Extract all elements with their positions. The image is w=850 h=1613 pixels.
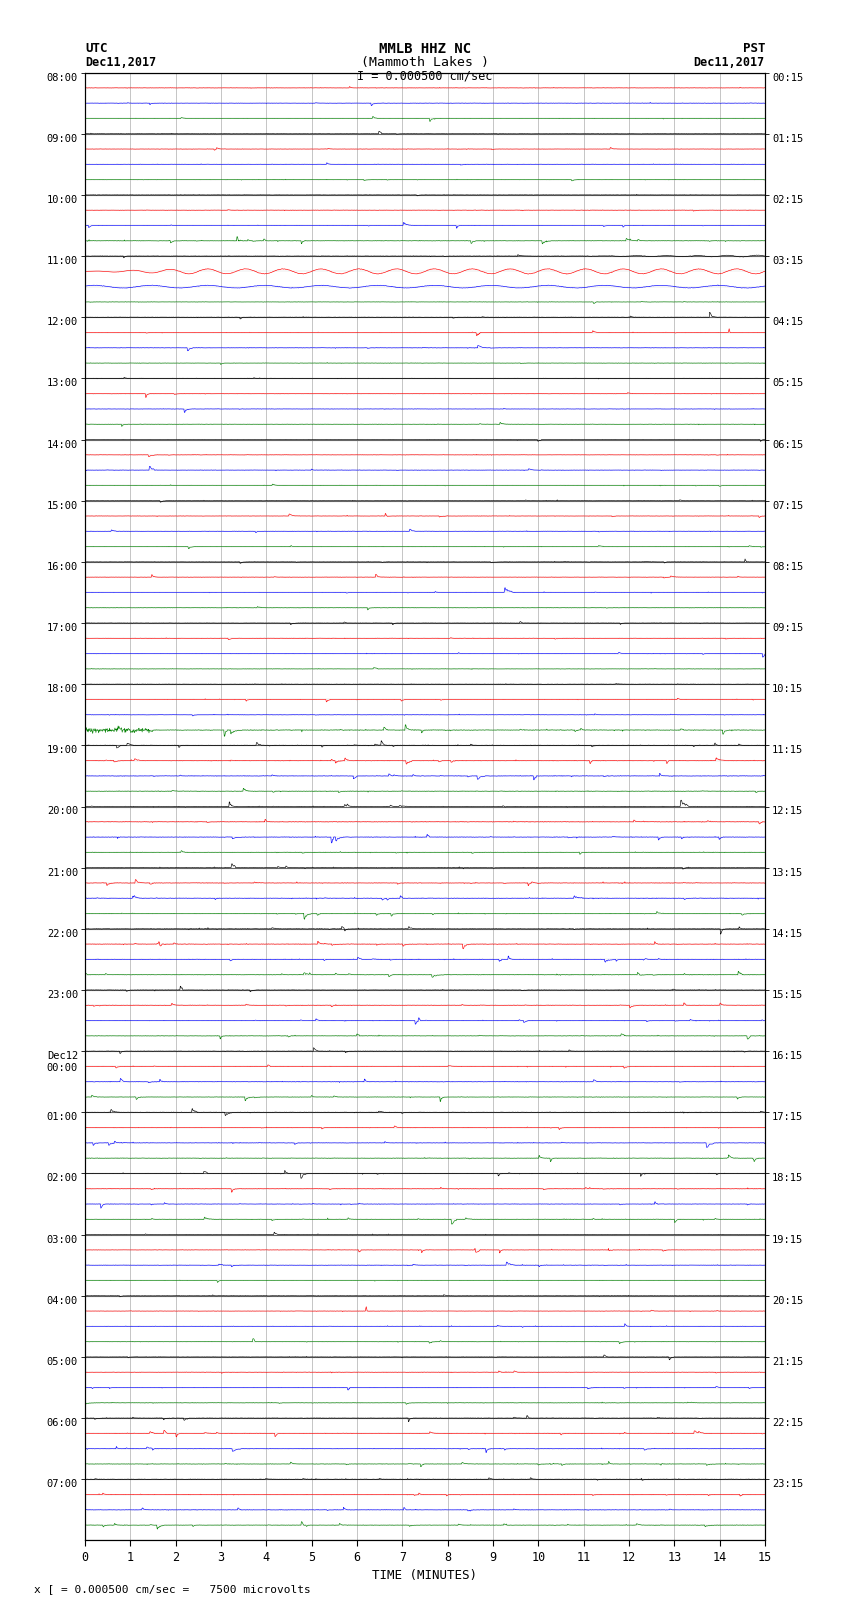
Text: MMLB HHZ NC: MMLB HHZ NC [379, 42, 471, 56]
X-axis label: TIME (MINUTES): TIME (MINUTES) [372, 1569, 478, 1582]
Text: Dec11,2017: Dec11,2017 [85, 56, 156, 69]
Text: I = 0.000500 cm/sec: I = 0.000500 cm/sec [357, 69, 493, 82]
Text: Dec11,2017: Dec11,2017 [694, 56, 765, 69]
Text: x [ = 0.000500 cm/sec =   7500 microvolts: x [ = 0.000500 cm/sec = 7500 microvolts [34, 1584, 311, 1594]
Text: (Mammoth Lakes ): (Mammoth Lakes ) [361, 56, 489, 69]
Text: UTC: UTC [85, 42, 107, 55]
Text: PST: PST [743, 42, 765, 55]
